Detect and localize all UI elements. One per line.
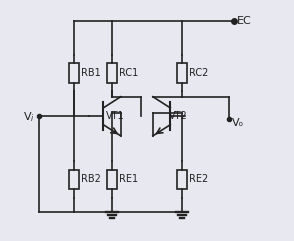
Text: EC: EC [237, 16, 252, 26]
Text: V$_i$: V$_i$ [23, 111, 35, 124]
Text: RE1: RE1 [119, 174, 138, 184]
Text: RC2: RC2 [189, 68, 209, 78]
Text: VT1: VT1 [106, 111, 125, 121]
Text: RC1: RC1 [119, 68, 138, 78]
Bar [69, 63, 79, 83]
Text: RE2: RE2 [189, 174, 208, 184]
Bar [177, 63, 187, 83]
Text: VT2: VT2 [169, 111, 188, 121]
Text: Vₒ: Vₒ [231, 118, 244, 128]
Bar [107, 63, 117, 83]
Text: RB1: RB1 [81, 68, 101, 78]
Bar [107, 170, 117, 189]
Bar [69, 170, 79, 189]
Bar [177, 170, 187, 189]
Text: RB2: RB2 [81, 174, 101, 184]
